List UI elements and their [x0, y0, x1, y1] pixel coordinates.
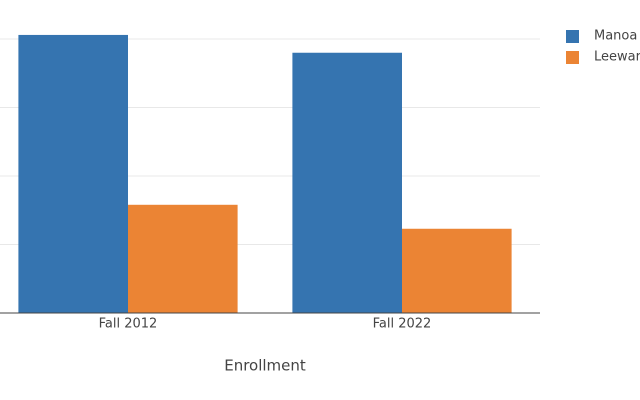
bar — [402, 228, 512, 313]
legend-label: Leeward — [594, 50, 640, 65]
bar — [18, 34, 128, 314]
x-tick-label: Fall 2012 — [99, 317, 158, 332]
bar — [128, 204, 238, 313]
x-axis-title: Enrollment — [224, 357, 306, 375]
legend-label: Manoa — [594, 29, 637, 44]
x-tick-label: Fall 2022 — [373, 317, 432, 332]
legend-swatch — [566, 30, 579, 43]
bar — [292, 52, 402, 313]
legend-swatch — [566, 51, 579, 64]
